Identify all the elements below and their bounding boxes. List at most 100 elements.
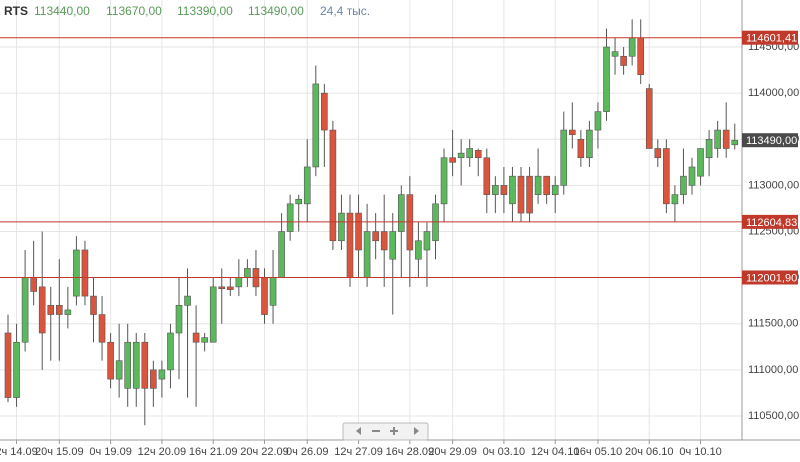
x-tick-label: 0ч 19.09 [89,446,131,458]
x-tick-label: 0ч 10.10 [679,446,721,458]
candle-body [492,185,499,195]
symbol: RTS [4,4,28,18]
candle-body [295,198,303,205]
nav-right[interactable] [414,427,419,435]
candle-body [474,150,482,159]
candle-body [671,194,679,205]
candle-body [338,212,345,242]
candle-body [218,286,226,290]
candle-body [175,305,183,334]
last-price-label: 113490,00 [746,135,797,147]
candle-body [457,152,465,159]
candle-body [731,139,739,146]
candle-body [397,194,405,232]
candle-body [227,286,234,290]
overlays: 114601,41 112604,83 112001,90 113490,00 [0,30,798,285]
x-tick-label: 0ч 26.09 [286,446,328,458]
candle-body [389,231,397,260]
candle-body [577,138,585,159]
candle-body [534,175,542,195]
candle-body [560,129,568,186]
y-tick-label: 111500,00 [748,318,798,330]
x-tick-label: 20ч 15.09 [35,446,84,458]
x-tick-label: 0ч 03.10 [483,446,525,458]
volume: 24,4 тыс. [320,4,370,18]
candle-body [55,305,63,315]
candle-body [568,129,576,135]
header: RTS 113440,00 113670,00 113390,00 113490… [4,4,370,18]
candle-body [269,277,277,306]
candle-body [21,277,29,343]
candle-body [244,268,251,278]
candle-body [380,231,388,251]
candle-body [551,185,559,195]
candle-body [132,341,140,389]
candle-body [517,175,525,214]
candle-body [158,369,166,380]
candle-body [509,175,516,205]
candle-body [449,157,456,163]
candle-body [73,249,80,297]
level-label: 112604,83 [746,217,797,229]
x-tick-label: 16ч 21.09 [189,446,238,458]
candle-body [329,129,337,242]
open: 113440,00 [34,4,90,18]
high: 113670,00 [106,4,162,18]
candle-body [645,88,653,149]
candle-body [423,231,431,251]
candle-body [278,231,285,278]
nav-frame [342,422,429,441]
y-tick-label: 113000,00 [748,179,799,191]
candle-body [415,240,422,260]
candle-body [38,286,46,334]
x-tick-label: 12ч 27.09 [334,446,383,458]
candle-body [603,46,610,112]
candle-body [124,341,131,389]
candle-body [680,175,687,195]
candle-body [167,332,174,371]
y-tick-label: 114000,00 [748,87,799,99]
candle-body [4,332,12,398]
candle-body [714,129,721,149]
candle-body [13,341,20,398]
level-label: 112001,90 [746,272,797,284]
x-tick-label: 20ч 06.10 [625,446,674,458]
candle-body [663,148,670,205]
candle-body [30,277,37,292]
candle-body [64,309,72,315]
candle-body [722,129,730,149]
candle-body [303,166,311,205]
candle-body [688,166,696,186]
nav-zoom-in[interactable] [390,427,398,435]
candle-body [286,203,294,232]
candle-body [355,212,362,251]
candle-body [466,148,474,159]
x-tick-label: 12ч 20.09 [138,446,187,458]
candle-body [81,249,89,297]
candle-body [697,148,704,177]
candle-body [98,314,106,343]
level-label-box [742,270,798,285]
candle-body [47,305,55,315]
candle-body [346,212,354,278]
candle-body [543,175,550,195]
candle-body [184,295,191,306]
candle-body [363,231,371,278]
candle-body [611,51,619,57]
x-tick-label: 16ч 28.09 [386,446,435,458]
candle-body [107,341,114,380]
candle-body [637,37,645,76]
level-label-box [742,30,798,45]
candle-body [620,55,627,66]
nav-left[interactable] [356,427,361,435]
candle-body [192,332,200,343]
candle-body [628,37,636,57]
candle-body [90,295,97,315]
scroll-nav [342,422,429,441]
close: 113490,00 [248,4,304,18]
candle-body [500,185,508,195]
candle-body [483,157,491,195]
candle-body [141,341,149,389]
x-tick-label: 20ч 22.09 [240,446,289,458]
